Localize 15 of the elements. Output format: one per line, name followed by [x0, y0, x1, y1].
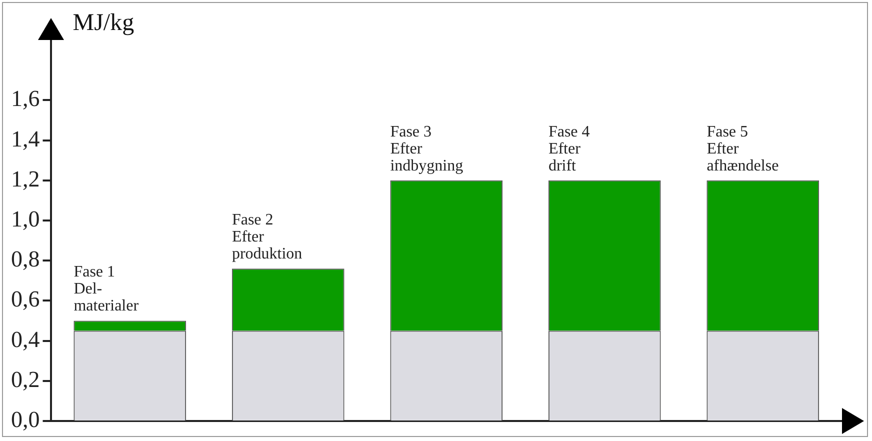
- y-tick-label: 0,6: [11, 286, 40, 312]
- x-tick-label: Fase 1 Del- materialer: [74, 264, 140, 315]
- x-tick-label: Fase 2 Efter produktion: [232, 212, 302, 263]
- y-tick-label: 1,6: [11, 86, 40, 112]
- y-tick-label: 1,4: [11, 126, 40, 152]
- y-tick-label: 1,2: [11, 166, 40, 192]
- x-tick-label: Fase 4 Efter drift: [548, 123, 590, 174]
- x-tick-label: Fase 3 Efter indbygning: [390, 123, 464, 174]
- y-tick-label: 0,4: [11, 326, 40, 352]
- y-tick-label: 0,8: [11, 246, 40, 272]
- y-tick-label: 0,2: [11, 366, 40, 392]
- x-tick-label: Fase 5 Efter afhændelse: [706, 123, 779, 174]
- y-axis-title: MJ/kg: [72, 10, 134, 37]
- y-tick-label: 0,0: [11, 407, 40, 432]
- y-tick-label: 1,0: [11, 206, 40, 232]
